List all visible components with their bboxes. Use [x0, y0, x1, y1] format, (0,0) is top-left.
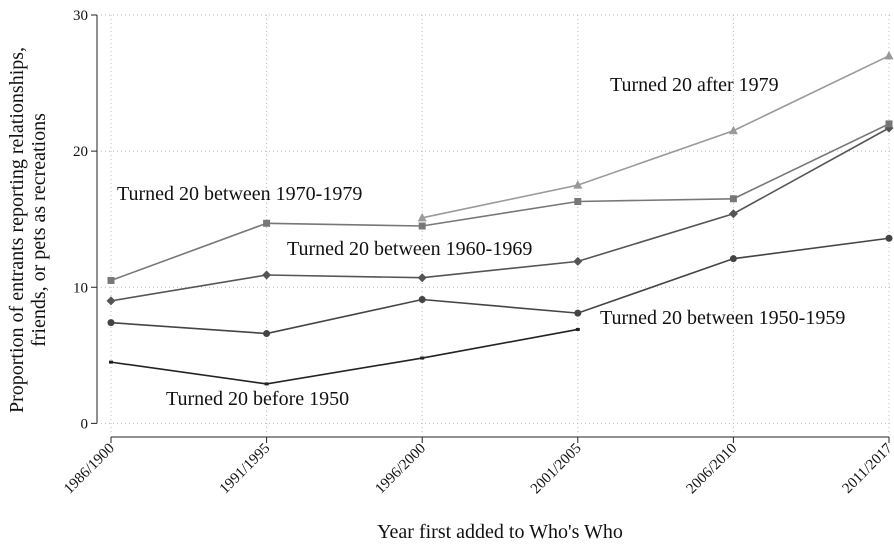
marker — [885, 234, 893, 242]
y-tick-label: 0 — [81, 416, 89, 432]
marker — [263, 330, 271, 338]
y-tick-label: 30 — [73, 8, 88, 24]
x-tick-label: 2001/2005 — [528, 441, 585, 498]
series-label: Turned 20 after 1979 — [610, 74, 779, 96]
marker — [264, 382, 269, 386]
series-line — [110, 123, 890, 282]
marker — [573, 180, 583, 189]
x-tick-label: 2011/2017 — [840, 440, 894, 497]
marker — [575, 327, 580, 331]
y-tick-label: 20 — [73, 144, 88, 160]
series-line — [110, 127, 890, 302]
marker — [574, 309, 582, 317]
y-axis-title: friends, or pets as recreations — [28, 113, 50, 347]
series-label: Turned 20 between 1950-1959 — [600, 307, 845, 329]
marker — [729, 255, 737, 263]
x-tick-label: 1996/2000 — [372, 441, 429, 498]
x-tick-label: 1991/1995 — [217, 441, 274, 498]
y-axis-title: Proportion of entrants reporting relatio… — [6, 47, 28, 413]
series-line — [110, 328, 578, 385]
marker — [884, 50, 894, 60]
marker — [107, 276, 115, 284]
marker — [109, 360, 113, 364]
series-label: Turned 20 between 1960-1969 — [287, 238, 532, 260]
marker — [573, 256, 583, 266]
marker — [729, 195, 737, 203]
marker — [417, 273, 427, 283]
y-tick-label: 10 — [73, 280, 88, 296]
marker — [574, 197, 582, 205]
series-label: Turned 20 between 1970-1979 — [117, 183, 362, 205]
series-line — [422, 55, 890, 219]
x-tick-label: 1986/1900 — [61, 441, 118, 498]
x-tick-label: 2006/2010 — [684, 441, 741, 498]
marker — [885, 120, 893, 128]
marker — [107, 319, 115, 327]
series-line — [110, 237, 890, 335]
marker — [263, 219, 271, 227]
marker — [728, 209, 738, 219]
marker — [106, 296, 116, 306]
marker — [262, 270, 272, 280]
marker — [418, 222, 426, 230]
marker — [418, 296, 426, 304]
marker — [728, 125, 738, 135]
x-axis-title: Year first added to Who's Who — [377, 521, 623, 543]
marker — [417, 212, 427, 222]
marker — [420, 356, 425, 360]
series-label: Turned 20 before 1950 — [166, 388, 349, 410]
